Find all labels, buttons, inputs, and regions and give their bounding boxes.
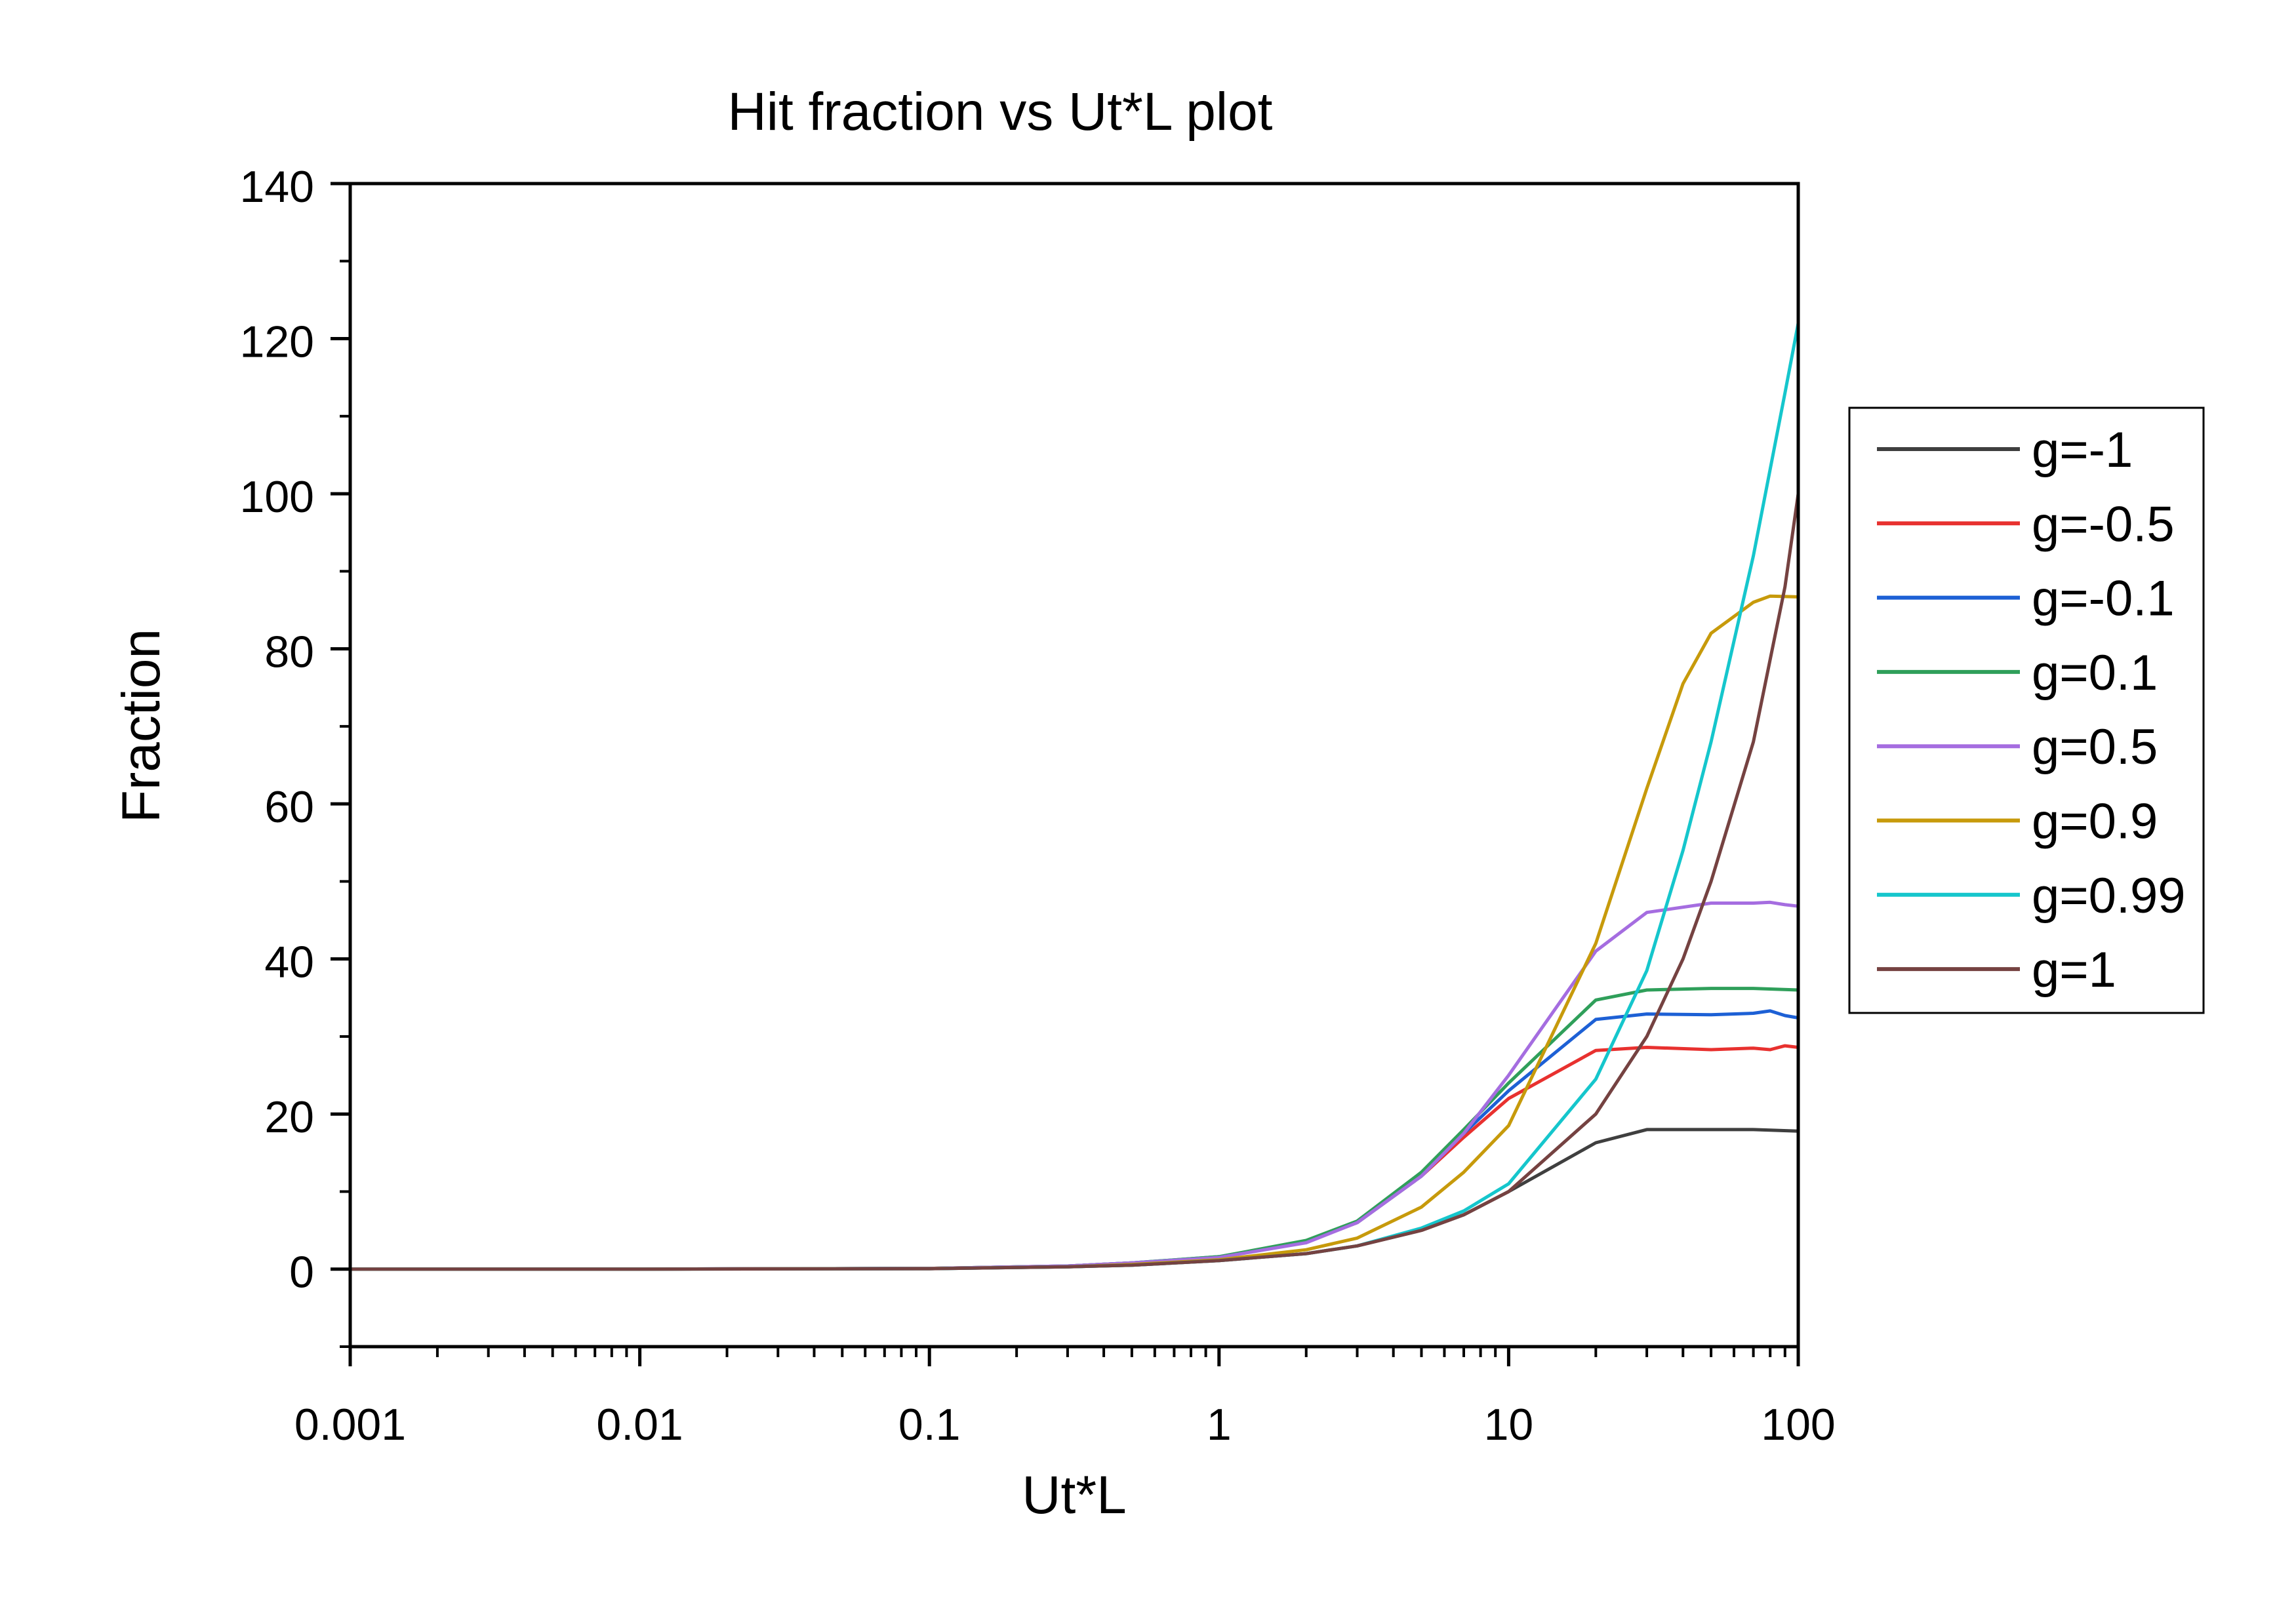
plot-frame: [348, 182, 1800, 1349]
series-line-6: [348, 594, 1800, 1271]
y-tick-label: 60: [264, 782, 314, 832]
series-line-2: [348, 1044, 1800, 1271]
legend-label: g=1: [2032, 942, 2116, 998]
legend-label: g=0.9: [2032, 794, 2158, 850]
y-tick-label: 40: [264, 938, 314, 987]
series-line-3: [348, 1009, 1800, 1271]
y-tick-label: 120: [240, 317, 314, 367]
y-tick-label: 100: [240, 472, 314, 522]
legend-label: g=0.99: [2032, 868, 2186, 924]
legend-label: g=0.5: [2032, 719, 2158, 775]
y-tick-label: 20: [264, 1092, 314, 1142]
chart-title: Hit fraction vs Ut*L plot: [728, 82, 1273, 142]
series-line-8: [348, 492, 1800, 1271]
legend: g=-1 g=-0.5 g=-0.1 g=0.1 g=0.5 g=0.9 g=0.99 g=1: [1848, 406, 2205, 1014]
legend-box: [1848, 406, 2205, 1014]
legend-label: g=-0.5: [2032, 496, 2175, 552]
legend-label: g=0.1: [2032, 645, 2158, 701]
x-tick-label: 0.1: [898, 1400, 961, 1450]
legend-label: g=-1: [2032, 422, 2133, 478]
y-tick-label: 80: [264, 627, 314, 677]
series-layer: [348, 321, 1800, 1271]
y-axis-label: Fraction: [111, 629, 171, 823]
x-tick-label: 100: [1761, 1400, 1835, 1450]
y-tick-label: 140: [240, 162, 314, 212]
x-tick-label: 0.01: [596, 1400, 683, 1450]
x-tick-label: 0.001: [294, 1400, 406, 1450]
series-line-1: [348, 1128, 1800, 1271]
y-tick-label: 0: [289, 1248, 314, 1297]
x-axis-label: Ut*L: [1022, 1465, 1127, 1525]
x-axis-ticks: 0.001 0.01 0.1 1 10 100: [294, 1347, 1836, 1450]
legend-label: g=-0.1: [2032, 571, 2175, 627]
y-axis-ticks: 0 20 40 60 80 100 120 140: [240, 162, 350, 1348]
series-line-5: [348, 900, 1800, 1271]
x-tick-label: 1: [1207, 1400, 1232, 1450]
x-tick-label: 10: [1484, 1400, 1534, 1450]
